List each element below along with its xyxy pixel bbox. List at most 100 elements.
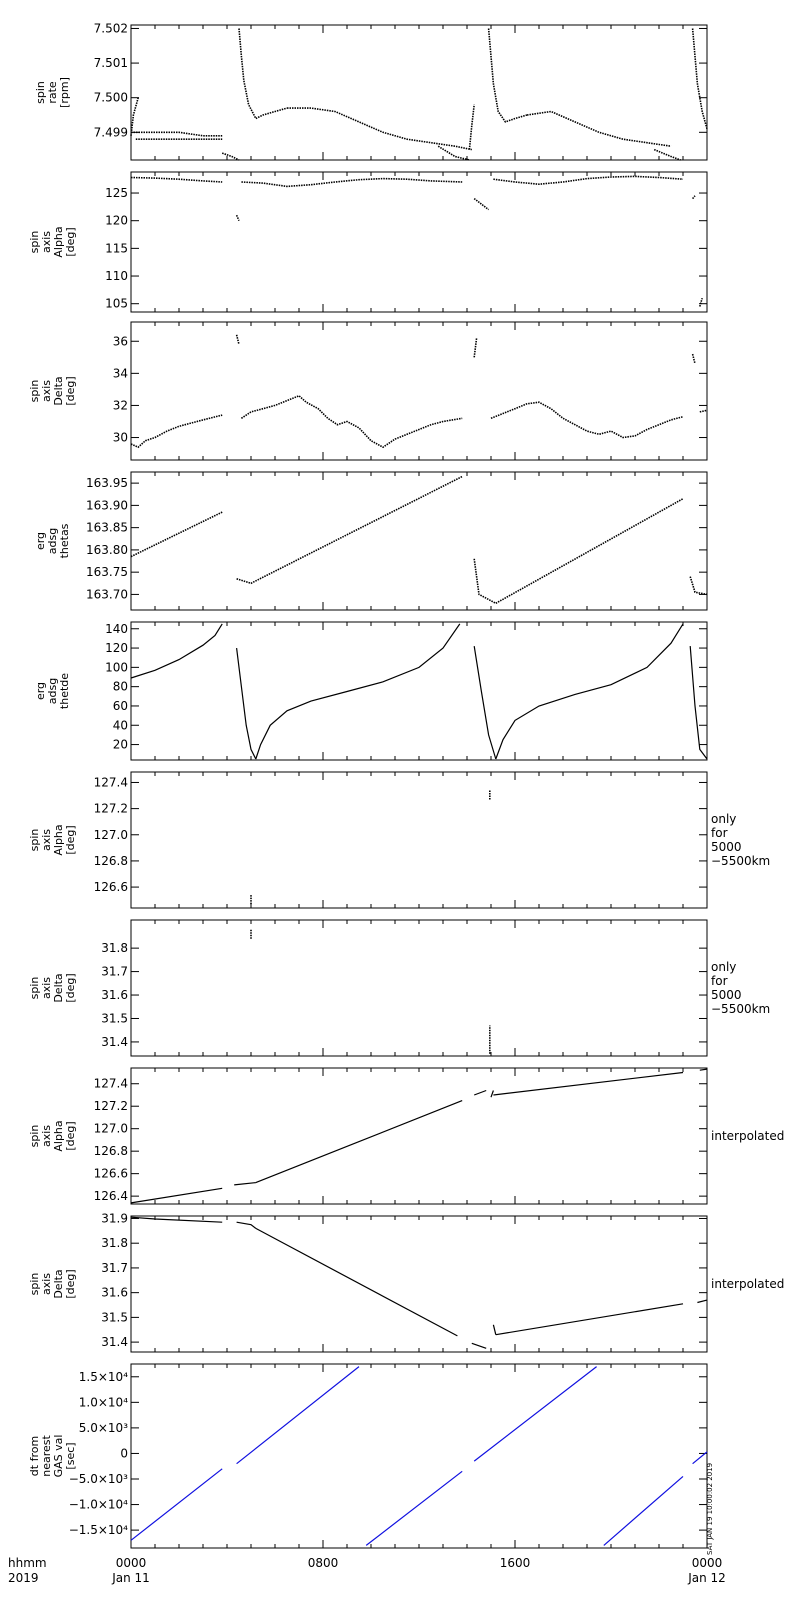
- date-tick-label: Jan 11: [111, 1571, 150, 1585]
- y-axis-label: spin: [28, 977, 41, 1000]
- y-tick-label: 126.4: [94, 1189, 128, 1203]
- y-tick-label: −1.0×10⁴: [69, 1498, 128, 1512]
- data-series: [689, 576, 708, 596]
- panel-8: 126.4 126.6 126.8 127.0 127.2 127.4 spin axis Al…: [28, 1067, 784, 1205]
- y-tick-label: 80: [113, 680, 128, 694]
- panel-frame: [130, 1215, 708, 1353]
- data-series: [130, 1216, 223, 1223]
- panel-side-note: for: [711, 974, 728, 988]
- data-series: [236, 475, 463, 585]
- y-axis-label: axis: [40, 977, 53, 999]
- data-series: [487, 28, 528, 123]
- data-series: [490, 1090, 494, 1098]
- data-series: [473, 646, 497, 760]
- y-axis-label: thetas: [58, 523, 71, 558]
- panel-frame: [130, 1363, 708, 1549]
- data-series: [495, 1303, 684, 1336]
- panel-frame: [130, 771, 708, 909]
- data-series: [689, 646, 708, 760]
- y-tick-label: 40: [113, 718, 128, 732]
- time-tick-label: 0000: [692, 1556, 723, 1570]
- data-series: [471, 1342, 487, 1349]
- y-tick-label: 163.80: [86, 543, 128, 557]
- y-tick-label: 163.85: [86, 521, 128, 535]
- y-tick-label: 120: [105, 214, 128, 228]
- panel-9: 31.4 31.5 31.6 31.7 31.8 31.9 spin axis Delta [de…: [28, 1211, 784, 1353]
- data-series: [255, 623, 461, 760]
- y-tick-label: 163.75: [86, 565, 128, 579]
- data-series: [130, 511, 223, 558]
- y-tick-label: 7.500: [94, 91, 128, 105]
- y-tick-label: 7.502: [94, 21, 128, 35]
- data-series: [130, 176, 223, 183]
- date-tick-label: Jan 12: [687, 1571, 726, 1585]
- y-axis-label: [deg]: [64, 1121, 77, 1150]
- y-tick-label: 110: [105, 269, 128, 283]
- data-series: [221, 152, 240, 161]
- y-tick-label: 34: [113, 366, 128, 380]
- y-axis-label: Delta: [52, 973, 65, 1002]
- y-tick-label: 60: [113, 699, 128, 713]
- y-tick-label: 32: [113, 398, 128, 412]
- data-series: [255, 1100, 463, 1184]
- y-tick-label: 127.0: [94, 828, 128, 842]
- y-axis-label: spin: [28, 1125, 41, 1148]
- y-tick-label: 7.501: [94, 56, 128, 70]
- y-tick-label: −5.0×10³: [69, 1472, 128, 1486]
- y-axis-label: axis: [40, 380, 53, 402]
- data-series: [131, 131, 223, 137]
- y-tick-label: 5.0×10³: [79, 1421, 128, 1435]
- panel-4: 163.70 163.75 163.80 163.85 163.90 163.95 erg a…: [34, 471, 708, 611]
- y-tick-label: 105: [105, 297, 128, 311]
- data-series: [526, 110, 672, 147]
- y-axis-label: [deg]: [64, 973, 77, 1002]
- data-series: [699, 297, 703, 307]
- panel-side-note: 5000: [711, 840, 742, 854]
- y-axis-label: [deg]: [64, 825, 77, 854]
- y-axis-label: GAS val: [52, 1435, 65, 1478]
- panel-side-note: only: [711, 812, 736, 826]
- data-series: [691, 195, 696, 200]
- data-series: [255, 1227, 458, 1337]
- time-tick-label: 0800: [308, 1556, 339, 1570]
- y-axis-label: [sec]: [64, 1442, 77, 1469]
- y-tick-label: 31.4: [101, 1335, 128, 1349]
- y-axis-label: spin: [28, 829, 41, 852]
- y-axis-label: nearest: [40, 1435, 53, 1477]
- y-tick-label: 31.4: [101, 1035, 128, 1049]
- y-tick-label: 163.70: [86, 587, 128, 601]
- y-axis-label: thetde: [58, 673, 71, 709]
- y-tick-label: 20: [113, 738, 128, 752]
- y-axis-label: axis: [40, 1125, 53, 1147]
- panel-frame: [130, 171, 708, 313]
- y-tick-label: 163.90: [86, 498, 128, 512]
- data-series: [473, 197, 490, 211]
- y-tick-label: 100: [105, 660, 128, 674]
- data-series: [238, 28, 288, 120]
- data-series: [490, 401, 684, 439]
- panel-frame: [130, 321, 708, 461]
- y-axis-label: spin: [28, 231, 41, 254]
- data-series: [287, 107, 472, 151]
- data-series: [130, 97, 139, 136]
- data-series: [130, 623, 223, 679]
- y-tick-label: 163.95: [86, 476, 128, 490]
- panel-side-note: 5000: [711, 988, 742, 1002]
- data-series: [240, 394, 463, 449]
- y-axis-label: Alpha: [52, 824, 65, 855]
- panel-side-note: interpolated: [711, 1277, 784, 1291]
- panel-frame: [130, 919, 708, 1057]
- y-tick-label: 31.8: [101, 1236, 128, 1250]
- y-tick-label: 31.9: [101, 1211, 128, 1225]
- y-axis-label: spin: [28, 380, 41, 403]
- data-series: [492, 1324, 497, 1335]
- data-series: [653, 148, 681, 161]
- y-axis-label: erg: [34, 532, 47, 550]
- y-axis-label: axis: [40, 1273, 53, 1295]
- data-series: [130, 1187, 223, 1204]
- y-axis-label: adsg: [46, 678, 59, 704]
- y-axis-label: Alpha: [52, 226, 65, 257]
- data-series: [495, 623, 684, 760]
- panel-frame: [130, 24, 708, 161]
